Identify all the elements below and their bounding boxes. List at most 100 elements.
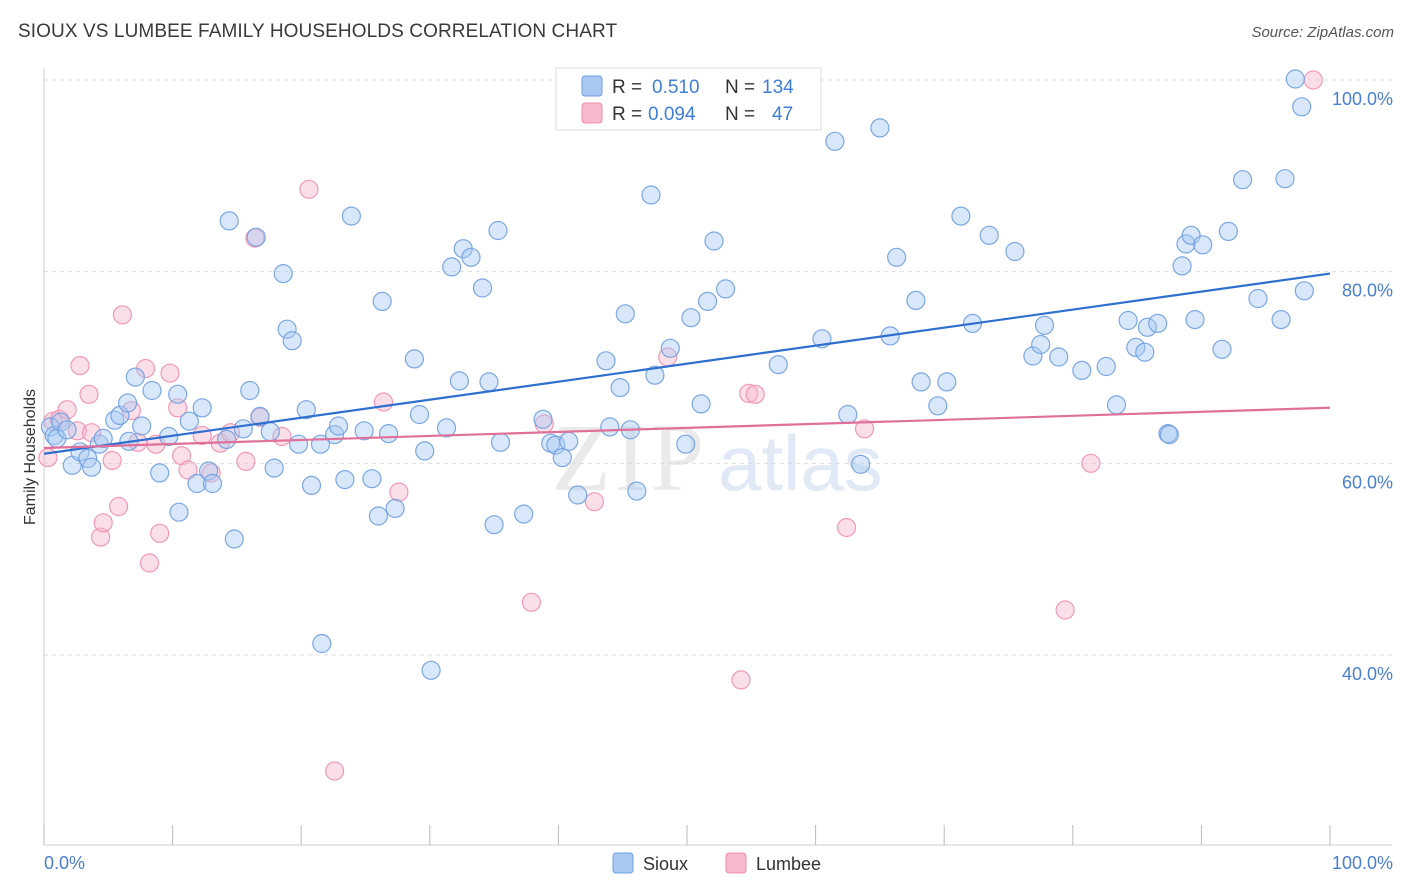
sioux-point [645,365,665,385]
sioux-point [282,331,302,351]
lumbee-point [90,527,111,547]
sioux-point [1193,235,1213,255]
sioux-point [224,529,244,549]
lumbee-point [299,179,319,199]
lumbee-point [112,305,133,325]
sioux-point [697,291,718,311]
lumbee-point [102,450,122,471]
sioux-point [301,475,322,495]
sioux-point [1023,346,1043,366]
sioux-point [289,434,309,454]
sioux-point [93,428,113,448]
sioux-point [415,441,435,461]
sioux-point [362,469,382,489]
sioux-point [514,504,534,524]
lumbee-point [93,513,113,533]
sioux-point [1172,256,1192,276]
sioux-point [838,404,858,425]
lumbee-point [745,384,765,404]
sioux-point [240,380,260,401]
sioux-point [937,372,957,392]
sioux-point [928,396,948,416]
legend-lumbee-n-value: 47 [772,104,793,125]
sioux-point [296,400,316,420]
lumbee-point [245,228,265,248]
sioux-point [490,432,511,452]
sioux-point [233,419,253,439]
sioux-point [57,420,77,440]
sioux-point [277,319,297,339]
sioux-point [117,393,138,413]
sioux-point [449,371,469,391]
source-label: Source: ZipAtlas.com [1251,24,1394,41]
sioux-point [681,308,701,328]
sioux-point [192,398,212,418]
sioux-point [142,380,162,401]
sioux-point [250,406,270,426]
lumbee-point [108,496,129,517]
lumbee-point [150,523,170,543]
sioux-point [600,417,620,437]
sioux-point [552,448,572,468]
sioux-point [179,411,199,431]
lumbee-point [70,356,90,376]
sioux-point [533,409,553,429]
sioux-point [1005,241,1025,262]
sioux-point [641,185,661,205]
sioux-point [202,473,223,494]
legend-sioux-r-value: 0.510 [652,77,700,98]
sioux-point [951,206,971,226]
sioux-point [51,412,71,432]
lumbee-point [178,460,198,480]
lumbee-point [1081,453,1101,473]
sioux-point [484,515,504,535]
lumbee-point [172,446,192,466]
lumbee-point [160,363,180,383]
bottom-legend-sioux-swatch [612,852,634,874]
sioux-point [1148,313,1168,333]
bottom-legend-sioux-label: Sioux [643,854,688,874]
sioux-point [125,367,145,387]
lumbee-point [236,451,256,471]
y-axis-label: Family Households [22,389,39,525]
lumbee-point [373,392,394,412]
sioux-point [1285,69,1305,89]
sioux-point [328,416,349,436]
sioux-point [132,416,152,436]
sioux-point [246,227,266,247]
lumbee-point [739,383,759,403]
sioux-point [404,349,424,369]
sioux-point [488,220,508,241]
sioux-point [436,418,457,438]
lumbee-point [168,398,188,418]
sioux-point [217,429,237,449]
legend-sioux-swatch [581,75,603,97]
watermark: ZIP atlas [552,404,883,511]
bottom-legend-lumbee-swatch [725,852,747,874]
sioux-point [768,355,788,375]
lumbee-point [584,492,605,512]
legend-lumbee-r-label: R = [612,104,642,125]
sioux-point [273,264,293,284]
sioux-point [870,118,890,138]
sioux-point [596,351,616,371]
legend-sioux-r-label: R = [612,77,642,98]
sioux-point [906,290,926,310]
sioux-point [199,461,219,481]
sioux-point [81,457,102,477]
x-tick-label-min: 0.0% [44,853,85,873]
sioux-point [168,384,188,404]
lumbee-point [836,517,857,538]
lumbee-point [1303,70,1323,90]
sioux-point [1159,425,1179,445]
legend-lumbee-n-label: N = [725,104,755,125]
sioux-point [704,231,724,251]
sioux-point [379,424,399,444]
sioux-point [1294,281,1314,301]
trendlines [43,272,1331,455]
sioux-point [627,481,647,501]
sioux-point [615,304,635,324]
sioux-point [1126,337,1146,357]
sioux-point [1185,310,1205,330]
